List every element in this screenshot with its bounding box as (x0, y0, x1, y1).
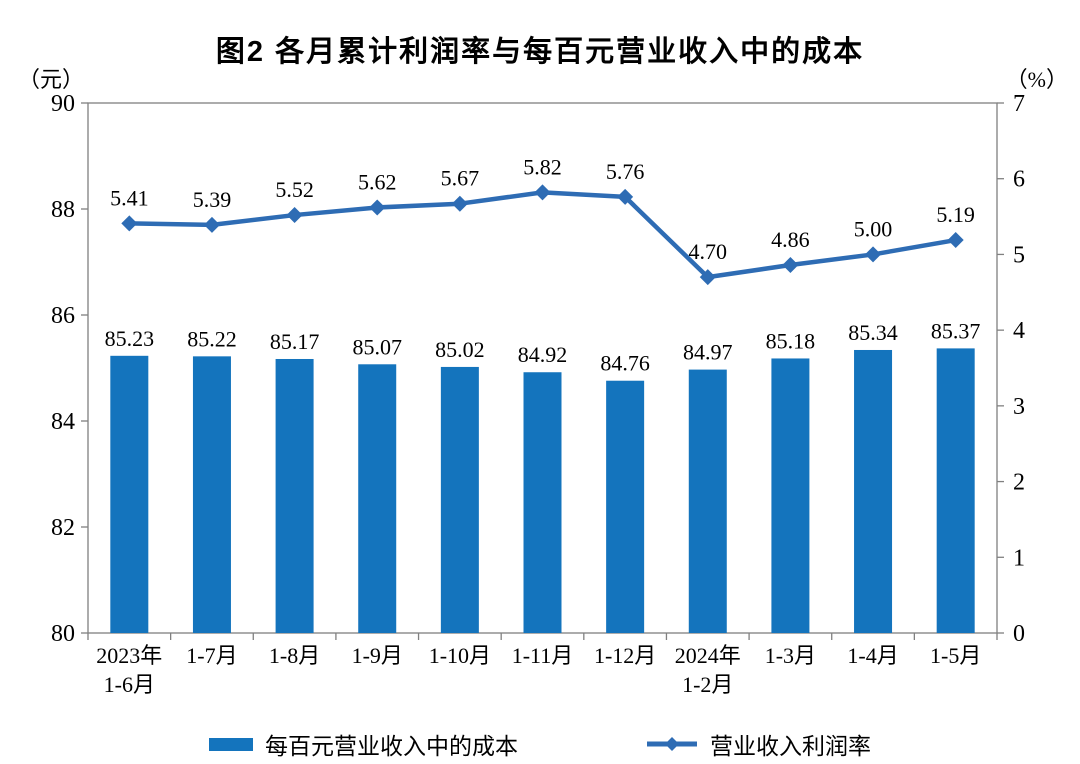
right-axis-tick-label: 5 (1013, 242, 1025, 268)
left-axis-tick-label: 90 (51, 91, 75, 117)
bar-value-label: 85.34 (848, 320, 898, 345)
line-value-label: 5.39 (193, 187, 232, 212)
bar-value-label: 85.17 (270, 329, 320, 354)
line-marker-diamond-icon (121, 215, 138, 232)
line-value-label: 5.41 (110, 185, 149, 210)
legend-label-profit: 营业收入利润率 (710, 734, 871, 759)
bar-value-label: 85.07 (352, 334, 402, 359)
line-marker-diamond-icon (865, 246, 882, 263)
left-axis-tick-label: 88 (51, 197, 75, 223)
legend-item-profit: 营业收入利润率 (646, 727, 871, 761)
chart-title: 图2 各月累计利润率与每百元营业收入中的成本 (215, 36, 865, 68)
line-marker-diamond-icon (534, 184, 551, 201)
line-marker-diamond-icon (699, 269, 716, 286)
line-marker-diamond-icon (451, 195, 468, 212)
bar (688, 369, 727, 633)
left-axis-tick-label: 82 (51, 515, 75, 541)
line-value-label: 5.76 (606, 159, 645, 184)
line-value-label: 5.19 (936, 202, 975, 227)
bar (358, 364, 397, 633)
left-axis-tick-label: 84 (51, 409, 75, 435)
legend-diamond-icon (665, 737, 679, 751)
legend-item-cost: 每百元营业收入中的成本 (209, 727, 518, 761)
line-series-swatch-icon (647, 737, 697, 751)
line-marker-diamond-icon (782, 257, 799, 274)
bar-series-swatch-icon (209, 737, 253, 751)
x-axis-category-label: 1-9月 (352, 643, 403, 668)
x-axis-category-label: 1-3月 (765, 643, 816, 668)
right-axis-tick-label: 1 (1013, 545, 1025, 571)
x-axis-category-label: 1-11月 (512, 643, 574, 668)
bar (110, 355, 149, 633)
bar-value-label: 84.97 (683, 340, 733, 365)
line-value-label: 5.00 (854, 216, 893, 241)
bar (440, 366, 479, 633)
line-value-label: 4.70 (689, 239, 728, 264)
line-value-label: 5.62 (358, 169, 397, 194)
x-axis-category-label: 1-5月 (930, 643, 981, 668)
right-axis-tick-label: 6 (1013, 167, 1025, 193)
legend-label-cost: 每百元营业收入中的成本 (265, 734, 518, 759)
line-value-label: 5.82 (523, 154, 562, 179)
right-axis-tick-label: 2 (1013, 470, 1025, 496)
profit-line (129, 190, 957, 280)
line-marker-diamond-icon (203, 216, 220, 233)
line-marker-diamond-icon (617, 188, 634, 205)
line-marker-diamond-icon (369, 199, 386, 216)
bar-value-label: 85.23 (105, 326, 155, 351)
x-axis-category-label: 1-10月 (429, 643, 491, 668)
right-axis-unit-label: （%） (1005, 67, 1068, 92)
line-value-label: 5.67 (441, 166, 480, 191)
line-marker-diamond-icon (947, 232, 964, 249)
line-value-label: 5.52 (275, 177, 314, 202)
left-axis-tick-label: 80 (51, 621, 75, 647)
x-axis-category-label: 2023年 (96, 643, 162, 668)
bar (854, 349, 893, 633)
bar-value-label: 85.18 (766, 328, 816, 353)
left-axis-unit-label: （元） (18, 67, 85, 92)
bar (275, 358, 314, 633)
left-axis-tick-label: 86 (51, 303, 75, 329)
right-axis-tick-label: 0 (1013, 621, 1025, 647)
bar (192, 356, 231, 633)
x-axis-category-label: 1-6月 (104, 672, 155, 697)
x-axis-category-label: 1-4月 (847, 643, 898, 668)
bar-value-label: 85.02 (435, 337, 485, 362)
x-axis-category-label: 1-2月 (682, 672, 733, 697)
bar-value-label: 85.37 (931, 318, 981, 343)
bar (936, 348, 975, 633)
bar (523, 372, 562, 633)
x-axis-category-label: 1-12月 (594, 643, 656, 668)
line-value-label: 4.86 (771, 227, 810, 252)
x-axis-category-label: 2024年 (675, 643, 741, 668)
right-axis-tick-label: 3 (1013, 394, 1025, 420)
right-axis-tick-label: 4 (1013, 318, 1025, 344)
bar (606, 380, 645, 633)
x-axis-category-label: 1-7月 (186, 643, 237, 668)
x-axis-category-label: 1-8月 (269, 643, 320, 668)
bar-value-label: 85.22 (187, 326, 237, 351)
bar-value-label: 84.92 (518, 342, 568, 367)
line-marker-diamond-icon (286, 207, 303, 224)
bar-value-label: 84.76 (600, 351, 650, 376)
legend: 每百元营业收入中的成本 营业收入利润率 (0, 727, 1080, 761)
bar (771, 358, 810, 633)
right-axis-tick-label: 7 (1013, 91, 1025, 117)
